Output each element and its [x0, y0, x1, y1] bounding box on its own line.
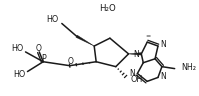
- Text: HO: HO: [47, 15, 59, 24]
- Text: H₂O: H₂O: [100, 4, 116, 13]
- Text: O: O: [68, 57, 74, 66]
- Text: O: O: [35, 43, 41, 53]
- Text: N: N: [134, 50, 139, 59]
- Text: P: P: [41, 54, 46, 63]
- Polygon shape: [76, 35, 94, 46]
- Text: N: N: [160, 72, 166, 81]
- Text: OH: OH: [131, 75, 143, 84]
- Text: N: N: [160, 40, 166, 49]
- Text: HO: HO: [13, 70, 25, 79]
- Text: HO: HO: [11, 44, 23, 53]
- Text: N: N: [130, 69, 135, 78]
- Polygon shape: [129, 53, 141, 55]
- Text: NH₂: NH₂: [181, 63, 197, 72]
- Text: =: =: [145, 35, 151, 40]
